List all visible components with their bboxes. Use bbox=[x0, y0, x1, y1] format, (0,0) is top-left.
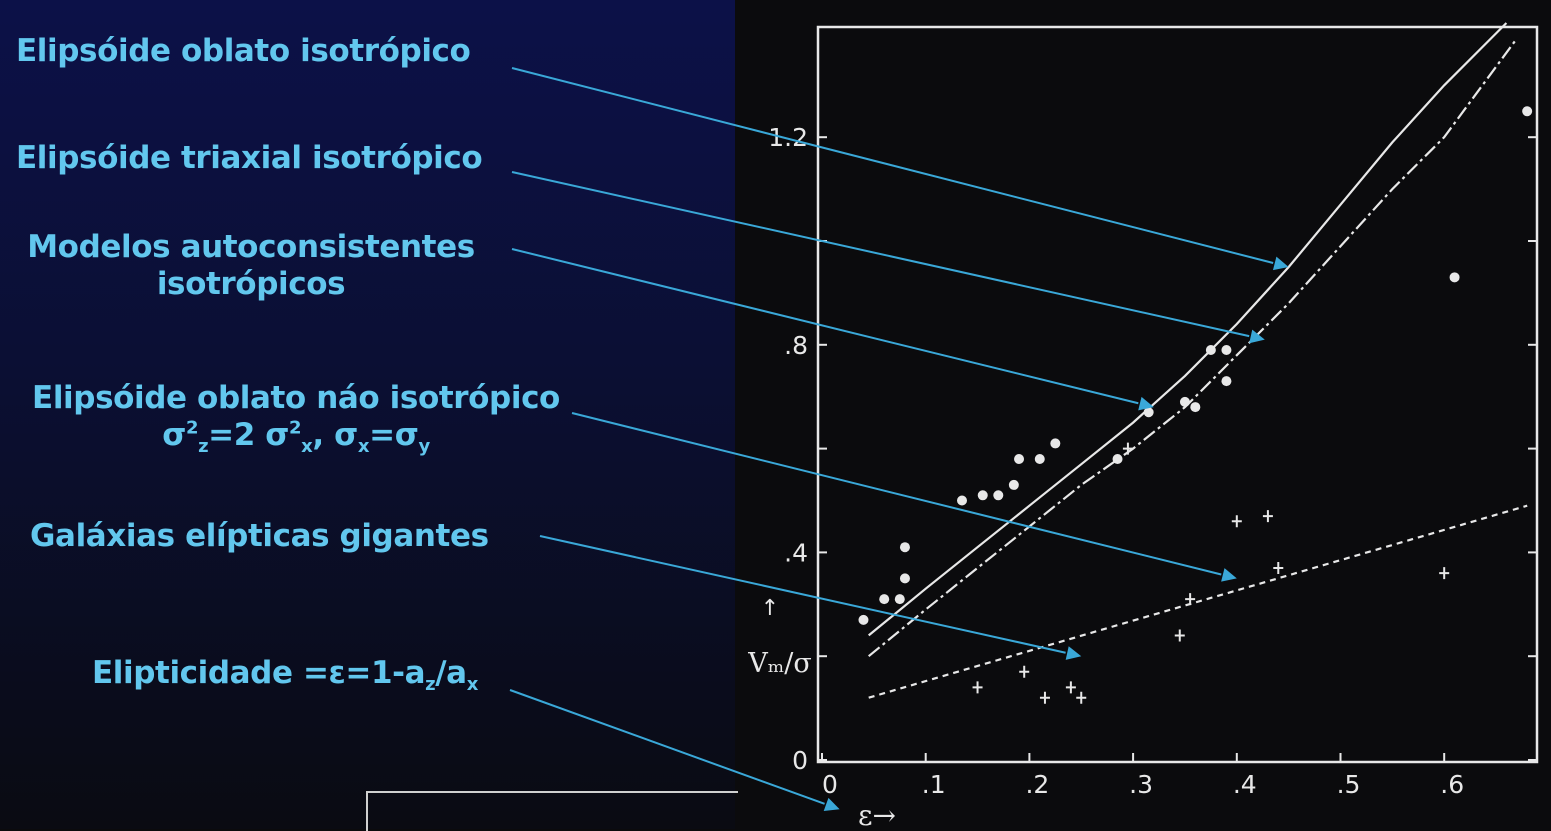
x-tick-label: .5 bbox=[1337, 770, 1361, 799]
y-tick-label: 0 bbox=[792, 746, 808, 775]
model-curve-dashed bbox=[868, 504, 1528, 699]
formula-part: x bbox=[357, 436, 370, 458]
ellipticity-sub-z: z bbox=[425, 674, 436, 696]
arrow-self-consistent-head bbox=[1138, 396, 1154, 411]
data-point-dot bbox=[899, 542, 910, 553]
data-point-dot bbox=[977, 490, 988, 501]
formula-part: 2 bbox=[185, 417, 199, 439]
data-point-cross bbox=[1231, 515, 1242, 528]
arrow-oblate-anisotropic bbox=[571, 412, 1222, 576]
data-point-dot bbox=[1050, 438, 1061, 449]
data-point-cross bbox=[1039, 691, 1050, 704]
annotation-arrows bbox=[509, 67, 1289, 811]
axis-ticks: 0.1.2.3.4.5.60.4.81.2ε→↑Vₘ/σ bbox=[747, 123, 1537, 829]
anisotropy-formula: σ2z=2 σ2x, σx=σy bbox=[16, 417, 576, 458]
arrow-giant-ellipticals-head bbox=[1065, 646, 1082, 660]
data-point-cross bbox=[1065, 681, 1076, 694]
data-point-dot bbox=[1112, 453, 1123, 464]
x-tick-label: .3 bbox=[1129, 770, 1153, 799]
ellipticity-text: Elipticidade =ε=1-a bbox=[92, 655, 426, 691]
data-point-cross bbox=[1262, 510, 1273, 523]
label-self-consistent-line2: isotrópicos bbox=[156, 266, 346, 303]
formula-part: = bbox=[369, 417, 395, 454]
arrow-triaxial-isotropic bbox=[511, 171, 1250, 338]
data-point-dot bbox=[956, 495, 967, 506]
arrow-oblate-isotropic bbox=[511, 67, 1274, 264]
data-point-dot bbox=[879, 594, 890, 605]
label-self-consistent-line1: Modelos autoconsistentes bbox=[27, 229, 475, 265]
data-point-cross bbox=[1122, 442, 1133, 455]
data-point-dot bbox=[858, 614, 869, 625]
data-point-dot bbox=[899, 573, 910, 584]
formula-part: y bbox=[418, 436, 430, 458]
label-oblate-anisotropic: Elipsóide oblato náo isotrópico σ2z=2 σ2… bbox=[16, 380, 576, 458]
label-oblate-anisotropic-line1: Elipsóide oblato náo isotrópico bbox=[32, 380, 560, 416]
ellipticity-sub-x: x bbox=[466, 674, 479, 696]
data-point-dot bbox=[1221, 376, 1232, 387]
data-point-dot bbox=[1190, 402, 1201, 413]
data-point-dot bbox=[1143, 407, 1154, 418]
left-annotation-panel bbox=[0, 0, 735, 829]
model-curves bbox=[868, 22, 1528, 699]
data-point-cross bbox=[1273, 561, 1284, 574]
x-tick-label: .4 bbox=[1233, 770, 1257, 799]
y-tick-label: .4 bbox=[784, 538, 808, 567]
data-points bbox=[858, 106, 1533, 704]
label-self-consistent-models: Modelos autoconsistentes isotrópicos bbox=[16, 229, 486, 303]
data-point-dot bbox=[1008, 479, 1019, 490]
formula-part: σ bbox=[265, 417, 290, 454]
label-ellipticity: Elipticidade =ε=1-az/ax bbox=[92, 655, 478, 696]
formula-part: , bbox=[312, 417, 335, 454]
plot-border bbox=[816, 25, 1539, 764]
data-point-dot bbox=[1179, 396, 1190, 407]
y-tick-label: .8 bbox=[784, 331, 808, 360]
x-tick-label: 0 bbox=[822, 770, 838, 799]
formula-part: σ bbox=[162, 417, 186, 454]
formula-part: x bbox=[301, 436, 313, 458]
data-point-dot bbox=[1522, 106, 1533, 117]
data-point-cross bbox=[1439, 567, 1450, 580]
formula-part: z bbox=[198, 436, 209, 458]
data-point-dot bbox=[1014, 453, 1025, 464]
arrow-triaxial-isotropic-head bbox=[1249, 329, 1265, 344]
arrow-oblate-anisotropic-head bbox=[1221, 568, 1237, 582]
data-point-dot bbox=[894, 594, 905, 605]
y-axis-arrow: ↑ bbox=[761, 596, 779, 621]
bottom-frame-line bbox=[366, 791, 738, 831]
ellipticity-slash: /a bbox=[435, 655, 467, 691]
x-tick-label: .6 bbox=[1440, 770, 1464, 799]
x-tick-label: .1 bbox=[922, 770, 946, 799]
formula-part: 2 bbox=[289, 417, 302, 439]
label-triaxial-isotropic: Elipsóide triaxial isotrópico bbox=[16, 140, 483, 176]
arrow-self-consistent bbox=[511, 248, 1139, 405]
data-point-dot bbox=[1205, 344, 1216, 355]
model-curve-solid bbox=[868, 22, 1508, 637]
data-point-dot bbox=[1449, 272, 1460, 283]
arrow-oblate-isotropic-head bbox=[1272, 256, 1289, 271]
formula-part: σ bbox=[394, 417, 419, 454]
data-point-cross bbox=[1174, 629, 1185, 642]
y-axis-label: Vₘ/σ bbox=[747, 648, 812, 679]
data-point-cross bbox=[1019, 665, 1030, 678]
plot-frame bbox=[816, 25, 1539, 764]
arrow-ellipticity bbox=[509, 689, 825, 805]
formula-part: =2 bbox=[208, 417, 266, 454]
arrow-ellipticity-head bbox=[823, 797, 840, 811]
arrow-giant-ellipticals bbox=[539, 535, 1066, 654]
x-axis-label: ε→ bbox=[858, 799, 896, 829]
label-oblate-isotropic: Elipsóide oblato isotrópico bbox=[16, 33, 471, 69]
data-point-dot bbox=[1221, 344, 1232, 355]
data-point-cross bbox=[972, 681, 983, 694]
model-curve-dashdot bbox=[868, 37, 1518, 658]
data-point-dot bbox=[1034, 453, 1045, 464]
data-point-cross bbox=[1076, 691, 1087, 704]
data-point-dot bbox=[993, 490, 1004, 501]
formula-part: σ bbox=[334, 417, 358, 454]
x-tick-label: .2 bbox=[1025, 770, 1049, 799]
label-giant-ellipticals: Galáxias elípticas gigantes bbox=[30, 518, 489, 554]
data-point-cross bbox=[1185, 593, 1196, 606]
